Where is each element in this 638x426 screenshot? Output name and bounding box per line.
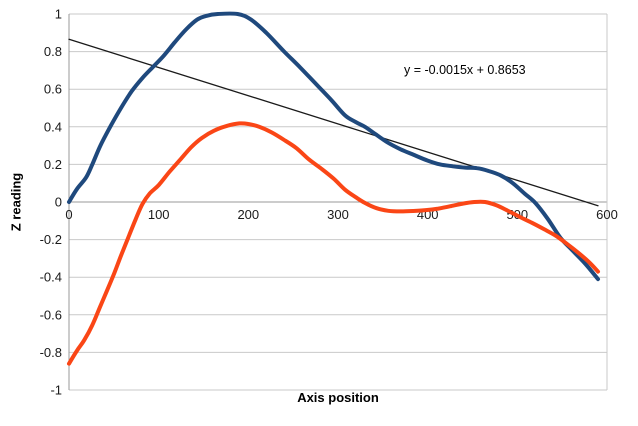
y-tick-label: 1 bbox=[55, 7, 62, 22]
x-tick-label: 600 bbox=[596, 207, 618, 222]
y-tick-label: 0.6 bbox=[44, 82, 62, 97]
y-tick-label: 0.8 bbox=[44, 44, 62, 59]
blue-smoothed-series bbox=[67, 11, 600, 282]
orange-smoothed-series bbox=[67, 121, 600, 366]
linear-trendline bbox=[68, 38, 599, 207]
y-tick-label: 0.4 bbox=[44, 119, 62, 134]
x-tick-label: 300 bbox=[327, 207, 349, 222]
y-tick-label: 0 bbox=[55, 195, 62, 210]
x-tick-label: 0 bbox=[65, 207, 72, 222]
x-tick-label: 100 bbox=[148, 207, 170, 222]
y-axis-title: Z reading bbox=[8, 172, 24, 232]
y-tick-label: -0.4 bbox=[40, 270, 62, 285]
y-tick-label: -0.2 bbox=[40, 232, 62, 247]
y-tick-label: -1 bbox=[50, 383, 62, 398]
y-tick-label: -0.8 bbox=[40, 345, 62, 360]
x-axis-title: Axis position bbox=[297, 390, 379, 405]
y-tick-label: 0.2 bbox=[44, 157, 62, 172]
x-tick-label: 200 bbox=[237, 207, 259, 222]
trendline-equation: y = -0.0015x + 0.8653 bbox=[404, 63, 526, 77]
y-tick-label: -0.6 bbox=[40, 307, 62, 322]
